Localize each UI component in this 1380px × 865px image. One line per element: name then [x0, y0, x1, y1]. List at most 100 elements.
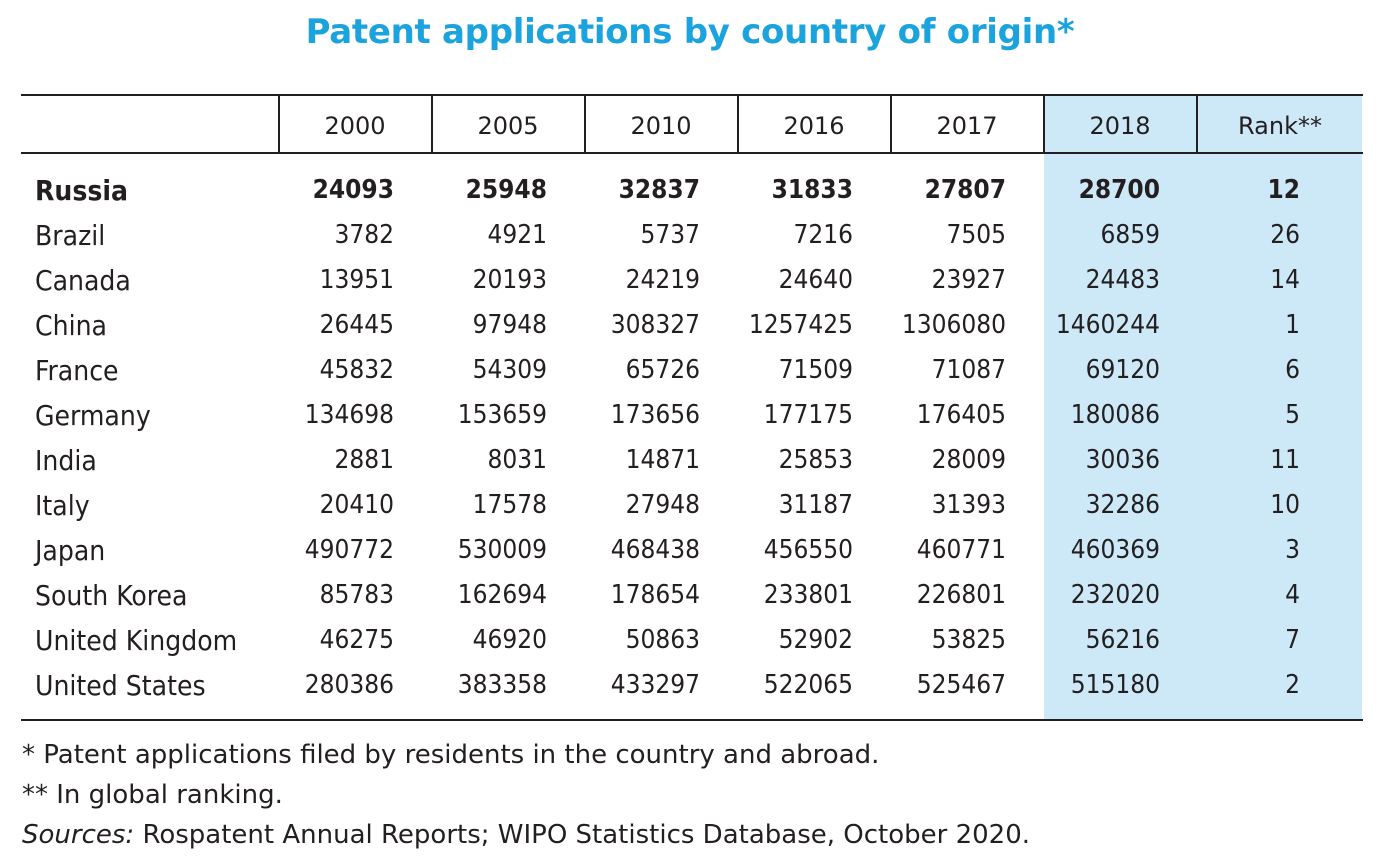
rank-cell: 3: [1285, 535, 1300, 565]
value-cell-2018: 515180: [1070, 670, 1160, 700]
value-cell-2018: 28700: [1078, 175, 1160, 205]
value-cell-2005: 162694: [457, 580, 547, 610]
value-cell-2005: 530009: [457, 535, 547, 565]
value-cell-2005: 46920: [472, 625, 547, 655]
value-cell-2017: 53825: [931, 625, 1006, 655]
country-name: United Kingdom: [35, 624, 238, 657]
value-cell-2000: 134698: [304, 400, 394, 430]
rank-cell: 7: [1285, 625, 1300, 655]
value-cell-2010: 24219: [625, 265, 700, 295]
value-cell-2010: 308327: [610, 310, 700, 340]
value-cell-2018: 24483: [1085, 265, 1160, 295]
rank-cell: 14: [1270, 265, 1300, 295]
table-row: Canada 13951 20193 24219 24640 23927 24483 14: [0, 258, 1380, 303]
top-rule: [21, 94, 1363, 96]
column-divider: [278, 96, 280, 152]
table-row: Russia 24093 25948 32837 31833 27807 28700 12: [0, 168, 1380, 213]
rank-cell: 6: [1285, 355, 1300, 385]
value-cell-2000: 13951: [319, 265, 394, 295]
column-divider: [1196, 96, 1198, 152]
header-year-2005: 2005: [477, 112, 539, 140]
value-cell-2005: 383358: [457, 670, 547, 700]
value-cell-2016: 24640: [778, 265, 853, 295]
footnote-ranking: ** In global ranking.: [22, 780, 283, 810]
country-name: Japan: [35, 534, 106, 567]
header-year-2010: 2010: [630, 112, 692, 140]
footnote-applications: * Patent applications filed by residents…: [22, 740, 880, 770]
sources-label: Sources:: [22, 820, 135, 850]
value-cell-2018: 232020: [1070, 580, 1160, 610]
country-name: Brazil: [35, 219, 106, 252]
value-cell-2017: 460771: [916, 535, 1006, 565]
value-cell-2016: 52902: [778, 625, 853, 655]
value-cell-2017: 28009: [931, 445, 1006, 475]
value-cell-2005: 20193: [472, 265, 547, 295]
column-divider: [890, 96, 892, 152]
value-cell-2017: 7505: [946, 220, 1006, 250]
table-row: France 45832 54309 65726 71509 71087 69120 6: [0, 348, 1380, 393]
column-divider: [584, 96, 586, 152]
value-cell-2016: 456550: [763, 535, 853, 565]
value-cell-2010: 173656: [610, 400, 700, 430]
value-cell-2005: 54309: [472, 355, 547, 385]
value-cell-2005: 8031: [487, 445, 547, 475]
country-name: India: [35, 444, 97, 477]
table-row: Brazil 3782 4921 5737 7216 7505 6859 26: [0, 213, 1380, 258]
value-cell-2000: 46275: [319, 625, 394, 655]
country-name: France: [35, 354, 119, 387]
value-cell-2017: 226801: [916, 580, 1006, 610]
value-cell-2010: 65726: [625, 355, 700, 385]
value-cell-2010: 50863: [625, 625, 700, 655]
column-divider: [1043, 96, 1045, 152]
table-row: India 2881 8031 14871 25853 28009 30036 11: [0, 438, 1380, 483]
value-cell-2018: 56216: [1085, 625, 1160, 655]
value-cell-2018: 180086: [1070, 400, 1160, 430]
rank-cell: 4: [1285, 580, 1300, 610]
value-cell-2016: 1257425: [748, 310, 853, 340]
country-name: Canada: [35, 264, 131, 297]
table-row: South Korea 85783 162694 178654 233801 226801…: [0, 573, 1380, 618]
header-year-2018: 2018: [1089, 112, 1151, 140]
value-cell-2016: 71509: [778, 355, 853, 385]
value-cell-2010: 468438: [610, 535, 700, 565]
value-cell-2010: 5737: [640, 220, 700, 250]
value-cell-2017: 31393: [931, 490, 1006, 520]
country-name: Italy: [35, 489, 90, 522]
column-divider: [431, 96, 433, 152]
country-name: South Korea: [35, 579, 188, 612]
value-cell-2010: 27948: [625, 490, 700, 520]
table-row: Japan 490772 530009 468438 456550 460771 46036…: [0, 528, 1380, 573]
value-cell-2018: 30036: [1085, 445, 1160, 475]
highlighted-column-background: [1044, 96, 1362, 720]
value-cell-2016: 25853: [778, 445, 853, 475]
value-cell-2010: 32837: [618, 175, 700, 205]
table-row: Germany 134698 153659 173656 177175 176405 180…: [0, 393, 1380, 438]
country-name: China: [35, 309, 107, 342]
value-cell-2005: 153659: [457, 400, 547, 430]
value-cell-2016: 233801: [763, 580, 853, 610]
table-row: Italy 20410 17578 27948 31187 31393 32286 10: [0, 483, 1380, 528]
header-year-2016: 2016: [783, 112, 845, 140]
value-cell-2016: 31833: [771, 175, 853, 205]
value-cell-2005: 17578: [472, 490, 547, 520]
table-row: China 26445 97948 308327 1257425 1306080 14602…: [0, 303, 1380, 348]
rank-cell: 2: [1285, 670, 1300, 700]
table-row: United Kingdom 46275 46920 50863 52902 53825 5…: [0, 618, 1380, 663]
value-cell-2017: 1306080: [901, 310, 1006, 340]
country-name: Germany: [35, 399, 151, 432]
column-divider: [737, 96, 739, 152]
value-cell-2000: 26445: [319, 310, 394, 340]
value-cell-2016: 522065: [763, 670, 853, 700]
header-year-2000: 2000: [324, 112, 386, 140]
value-cell-2005: 97948: [472, 310, 547, 340]
value-cell-2016: 177175: [763, 400, 853, 430]
sources-line: Sources: Rospatent Annual Reports; WIPO …: [22, 820, 1030, 850]
value-cell-2000: 85783: [319, 580, 394, 610]
rank-cell: 10: [1270, 490, 1300, 520]
bottom-rule: [21, 719, 1363, 721]
country-name: United States: [35, 669, 206, 702]
table-row: United States 280386 383358 433297 522065 525…: [0, 663, 1380, 708]
value-cell-2018: 32286: [1085, 490, 1160, 520]
table-title: Patent applications by country of origin…: [305, 12, 1075, 52]
header-rule: [21, 152, 1363, 154]
